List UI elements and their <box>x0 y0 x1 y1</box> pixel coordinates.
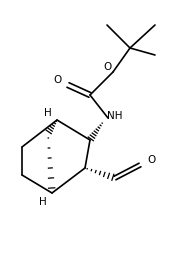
Text: O: O <box>54 75 62 85</box>
Text: O: O <box>148 155 156 165</box>
Text: H: H <box>44 108 52 118</box>
Text: O: O <box>103 62 111 72</box>
Text: H: H <box>39 197 47 207</box>
Text: NH: NH <box>107 111 123 121</box>
